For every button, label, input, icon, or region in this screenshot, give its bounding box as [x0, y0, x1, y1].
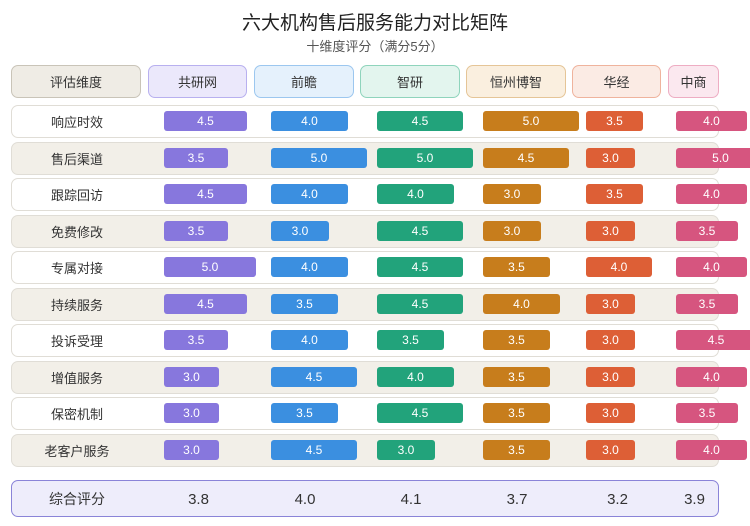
score-bar: 3.5	[377, 330, 444, 350]
header-中商: 中商	[668, 65, 719, 98]
score-bar: 4.0	[586, 257, 652, 277]
score-bar: 4.5	[377, 111, 463, 131]
score-bar: 4.0	[271, 330, 348, 350]
score-bar: 4.5	[271, 367, 357, 387]
overall-score: 3.7	[506, 491, 528, 508]
score-bar: 4.5	[377, 403, 463, 423]
score-bar: 4.5	[164, 111, 247, 131]
score-bar: 4.0	[377, 367, 454, 387]
row-label: 响应时效	[50, 115, 103, 130]
score-bar: 4.5	[271, 440, 357, 460]
score-bar: 3.0	[586, 403, 635, 423]
score-bar: 3.0	[164, 440, 219, 460]
table-row: 投诉受理	[11, 324, 719, 357]
score-bar: 3.5	[676, 403, 738, 423]
score-bar: 3.5	[483, 367, 550, 387]
score-bar: 5.0	[676, 148, 750, 168]
header-共研网: 共研网	[148, 65, 247, 98]
score-bar: 4.0	[271, 257, 348, 277]
score-bar: 3.5	[271, 294, 338, 314]
row-label: 保密机制	[50, 407, 103, 422]
score-bar: 3.0	[586, 330, 635, 350]
summary-label: 综合评分	[49, 491, 105, 507]
score-bar: 5.0	[271, 148, 367, 168]
score-bar: 3.5	[164, 330, 228, 350]
row-label: 老客户服务	[44, 444, 110, 459]
score-bar: 3.5	[676, 294, 738, 314]
score-bar: 4.0	[676, 257, 747, 277]
score-bar: 4.5	[483, 148, 569, 168]
score-bar: 4.5	[164, 294, 247, 314]
chart-subtitle: 十维度评分（满分5分）	[306, 39, 444, 54]
score-bar: 3.5	[483, 440, 550, 460]
overall-score: 3.2	[607, 491, 628, 508]
score-bar: 3.5	[164, 221, 228, 241]
score-bar: 4.5	[164, 184, 247, 204]
chart-title: 六大机构售后服务能力对比矩阵	[241, 13, 508, 34]
score-bar: 3.0	[586, 221, 635, 241]
score-bar: 3.5	[483, 330, 550, 350]
score-bar: 4.0	[377, 184, 454, 204]
score-bar: 3.0	[586, 440, 635, 460]
row-label: 售后渠道	[50, 152, 103, 167]
row-label: 增值服务	[50, 371, 103, 386]
score-bar: 4.0	[676, 111, 747, 131]
score-bar: 4.0	[676, 367, 747, 387]
score-bar: 3.0	[586, 294, 635, 314]
score-bar: 5.0	[164, 257, 256, 277]
row-label: 免费修改	[50, 225, 103, 240]
header-智研: 智研	[360, 65, 460, 98]
score-bar: 3.0	[483, 221, 541, 241]
header-华经: 华经	[572, 65, 661, 98]
score-bar: 3.0	[586, 367, 635, 387]
score-bar: 3.5	[586, 111, 643, 131]
score-bar: 3.5	[483, 403, 550, 423]
score-bar: 4.5	[377, 294, 463, 314]
score-bar: 3.0	[586, 148, 635, 168]
row-label: 持续服务	[50, 298, 103, 313]
score-bar: 3.0	[483, 184, 541, 204]
score-bar: 5.0	[483, 111, 579, 131]
score-bar: 3.0	[164, 403, 219, 423]
score-bar: 3.0	[271, 221, 329, 241]
score-bar: 3.5	[483, 257, 550, 277]
header-dimension: 评估维度	[11, 65, 141, 98]
score-bar: 4.5	[377, 221, 463, 241]
score-bar: 3.0	[164, 367, 219, 387]
score-bar: 4.5	[377, 257, 463, 277]
summary-row: 综合评分 3.8 4.0 4.1 3.7 3.2 3.9	[11, 480, 719, 517]
header-恒州博智: 恒州博智	[466, 65, 566, 98]
overall-score: 4.0	[294, 491, 316, 508]
overall-score: 4.1	[400, 491, 422, 508]
header-前瞻: 前瞻	[254, 65, 354, 98]
score-bar: 3.5	[164, 148, 228, 168]
row-label: 专属对接	[50, 261, 103, 276]
overall-score: 3.8	[188, 491, 209, 508]
score-bar: 4.0	[271, 111, 348, 131]
score-bar: 3.5	[676, 221, 738, 241]
score-bar: 3.0	[377, 440, 435, 460]
row-label: 跟踪回访	[50, 188, 103, 203]
row-label: 投诉受理	[50, 334, 103, 349]
score-bar: 3.5	[586, 184, 643, 204]
score-bar: 4.0	[271, 184, 348, 204]
score-bar: 4.0	[676, 440, 747, 460]
score-bar: 5.0	[377, 148, 473, 168]
overall-score: 3.9	[684, 491, 705, 508]
score-bar: 3.5	[271, 403, 338, 423]
score-bar: 4.5	[676, 330, 750, 350]
score-bar: 4.0	[483, 294, 560, 314]
score-bar: 4.0	[676, 184, 747, 204]
